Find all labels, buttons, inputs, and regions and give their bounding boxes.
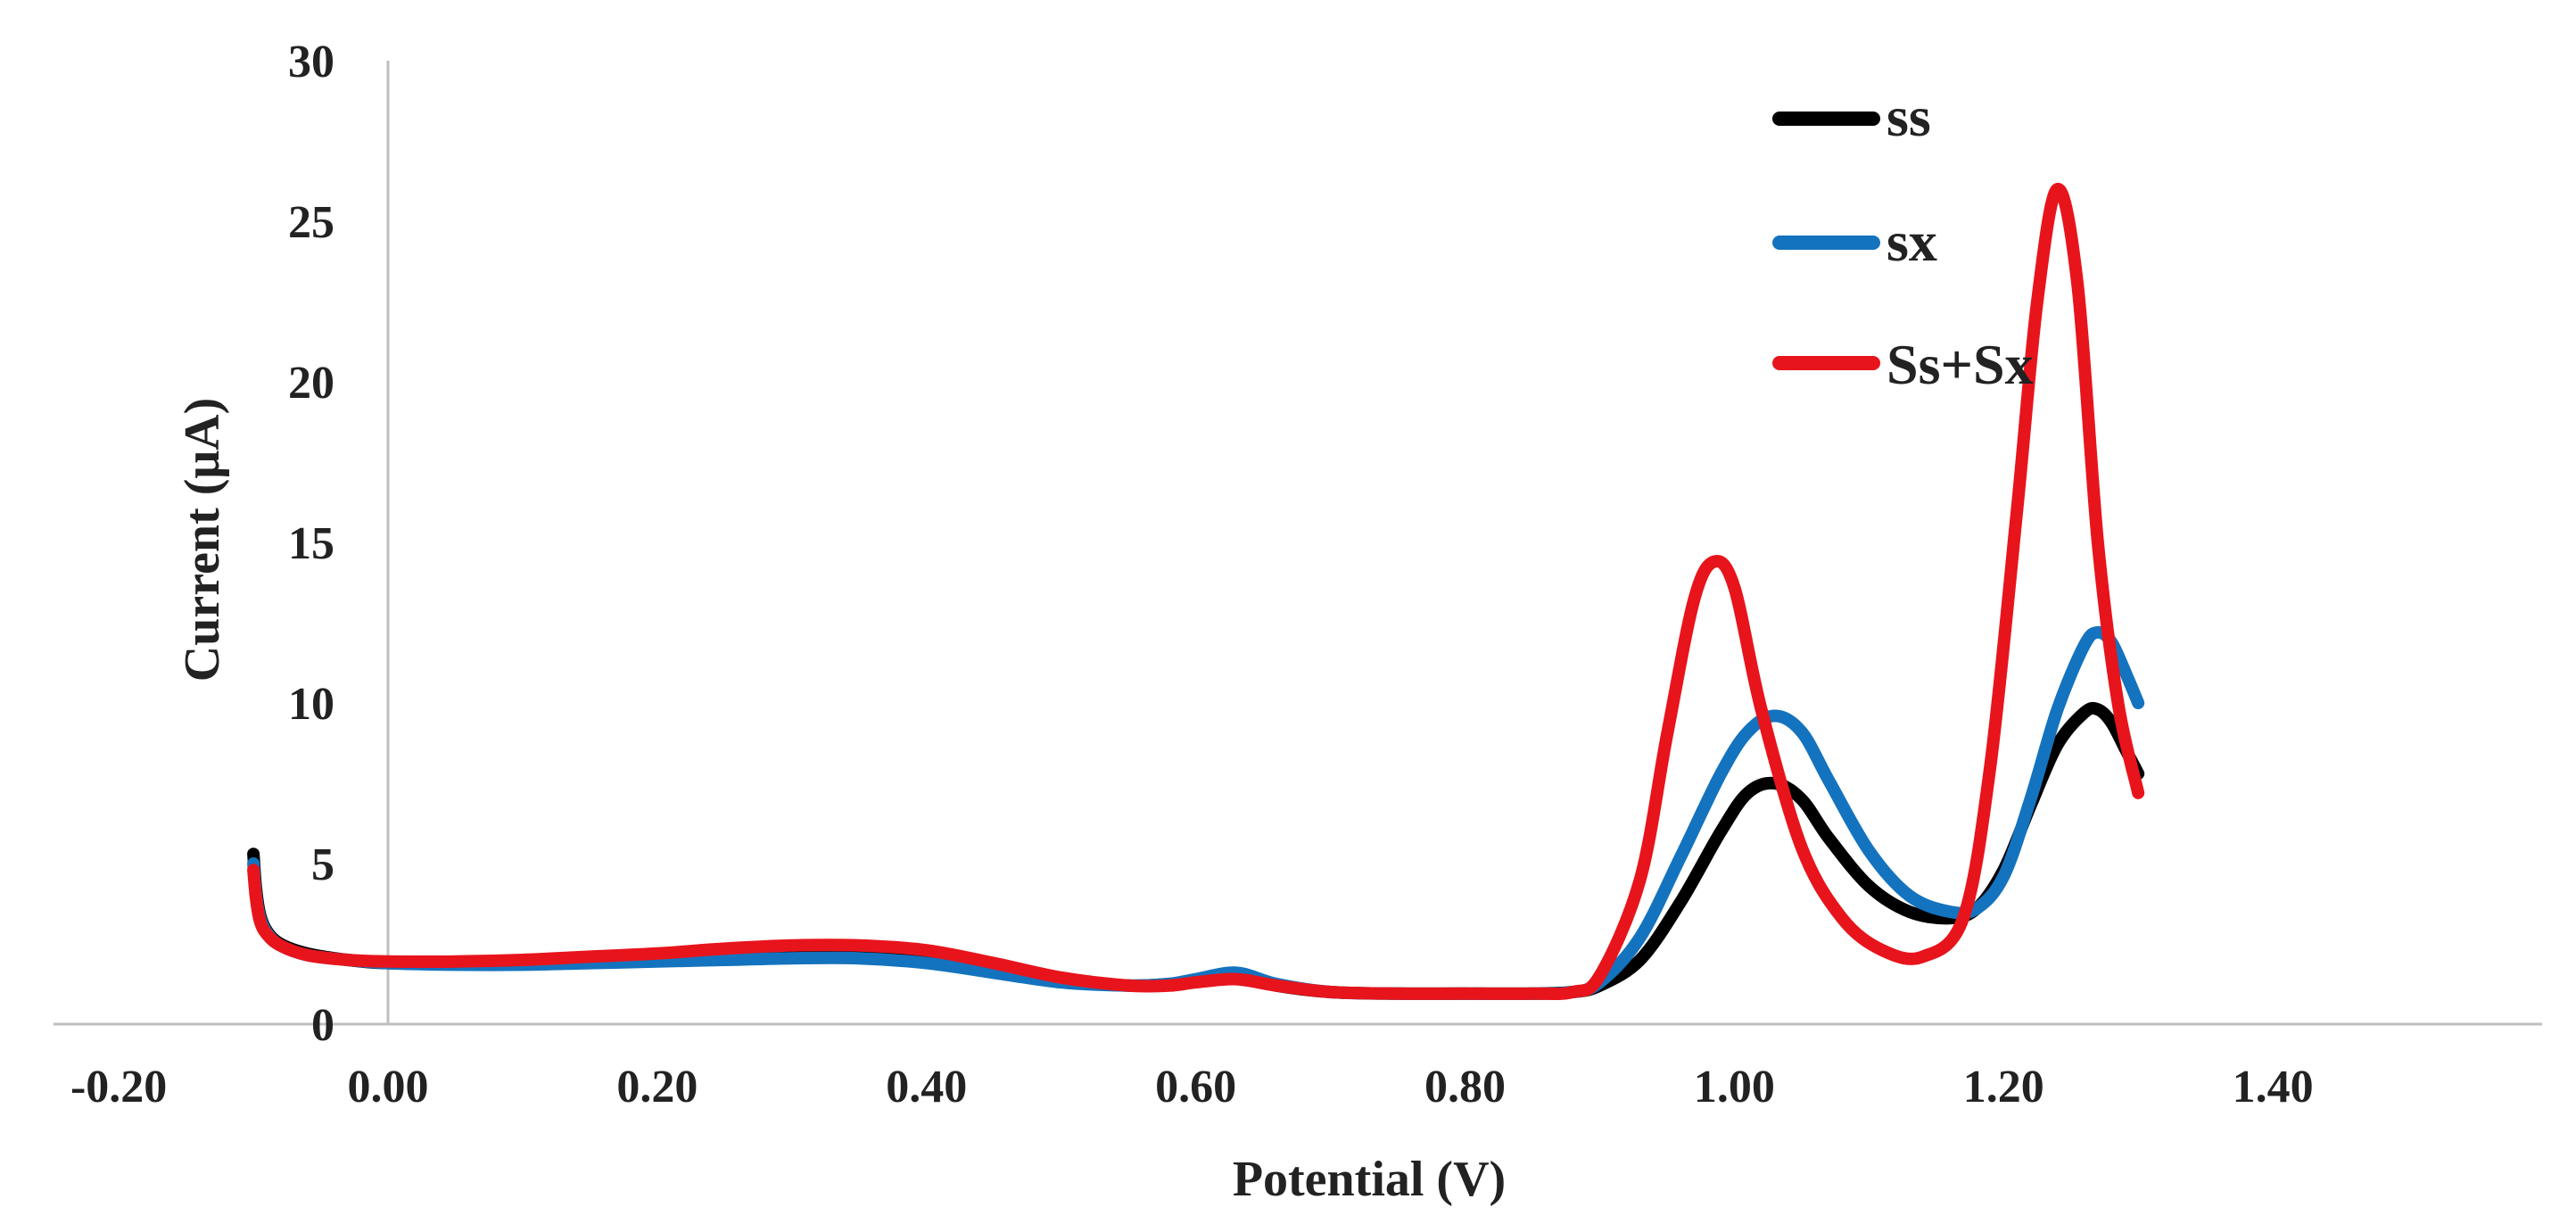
legend-label-ss-sx: Ss+Sx [1887, 333, 2034, 396]
legend-item-ss: ss [1772, 85, 1931, 148]
axes [54, 61, 2542, 1026]
x-tick-label: 0.40 [886, 1062, 967, 1112]
x-tick-label: 0.20 [616, 1062, 698, 1112]
x-tick-label: 1.00 [1694, 1062, 1775, 1112]
x-tick-label: 0.60 [1155, 1062, 1236, 1112]
y-tick-label: 30 [288, 37, 334, 87]
y-tick-label: 25 [288, 197, 334, 248]
legend-label-ss: ss [1887, 85, 1931, 148]
x-tick-label: 0.80 [1424, 1062, 1506, 1112]
x-tick-label: 1.20 [1963, 1062, 2044, 1112]
y-tick-label: 0 [311, 1000, 334, 1051]
data-series [247, 183, 2145, 1001]
y-axis-title: Current (μA) [175, 398, 230, 682]
series-line-ss [247, 701, 2145, 1000]
x-tick-label: 0.00 [348, 1062, 429, 1112]
x-tick-labels: -0.20 0.00 0.20 0.40 0.60 0.80 1.00 1.20 1.40 [70, 1062, 2314, 1112]
x-tick-label: -0.20 [70, 1062, 167, 1112]
legend-label-sx: sx [1887, 210, 1937, 273]
y-tick-label: 5 [311, 839, 334, 890]
x-tick-label: 1.40 [2233, 1062, 2314, 1112]
legend-item-ss-sx: Ss+Sx [1772, 333, 2034, 396]
legend: ss sx Ss+Sx [1772, 85, 2034, 396]
y-tick-label: 20 [288, 358, 334, 409]
legend-item-sx: sx [1772, 210, 1937, 273]
y-tick-label: 15 [288, 518, 334, 569]
series-line-ss-sx [247, 183, 2145, 1001]
y-tick-label: 10 [288, 679, 334, 730]
x-axis-title: Potential (V) [1233, 1152, 1506, 1207]
y-tick-labels: 0 5 10 15 20 25 30 [288, 37, 334, 1051]
